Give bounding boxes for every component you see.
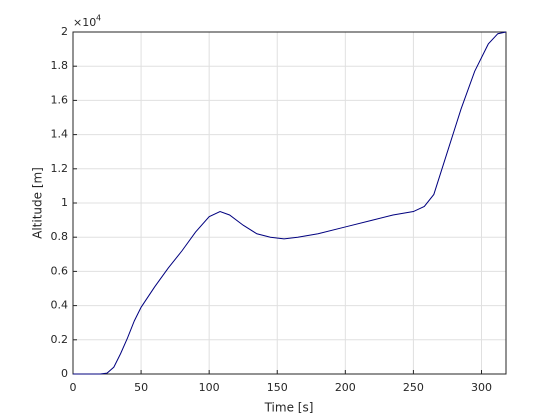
y-tick-label: 2 — [61, 25, 68, 38]
y-tick-label: 1.8 — [51, 59, 69, 72]
x-tick-label: 0 — [70, 381, 77, 394]
y-tick-label: 0.6 — [51, 264, 69, 277]
y-tick-label: 0.8 — [51, 230, 69, 243]
plot-frame — [72, 31, 507, 375]
y-tick-label: 1.2 — [51, 162, 69, 175]
y-tick-label: 1.4 — [51, 128, 69, 141]
y-exponent-base: ×10 — [73, 16, 96, 29]
x-tick-label: 250 — [403, 381, 424, 394]
y-axis-label: Altitude [m] — [31, 167, 45, 239]
y-tick-label: 0.4 — [51, 299, 69, 312]
y-tick-label: 0.2 — [51, 333, 69, 346]
x-tick-label: 300 — [471, 381, 492, 394]
y-tick-label: 0 — [61, 367, 68, 380]
y-exponent-power: 4 — [96, 14, 101, 23]
x-tick-label: 100 — [199, 381, 220, 394]
x-tick-label: 150 — [267, 381, 288, 394]
x-tick-label: 200 — [335, 381, 356, 394]
x-axis-label: Time [s] — [264, 401, 314, 415]
y-tick-label: 1 — [61, 196, 68, 209]
data-line — [73, 31, 507, 375]
x-tick-label: 50 — [134, 381, 148, 394]
y-tick-label: 1.6 — [51, 93, 69, 106]
